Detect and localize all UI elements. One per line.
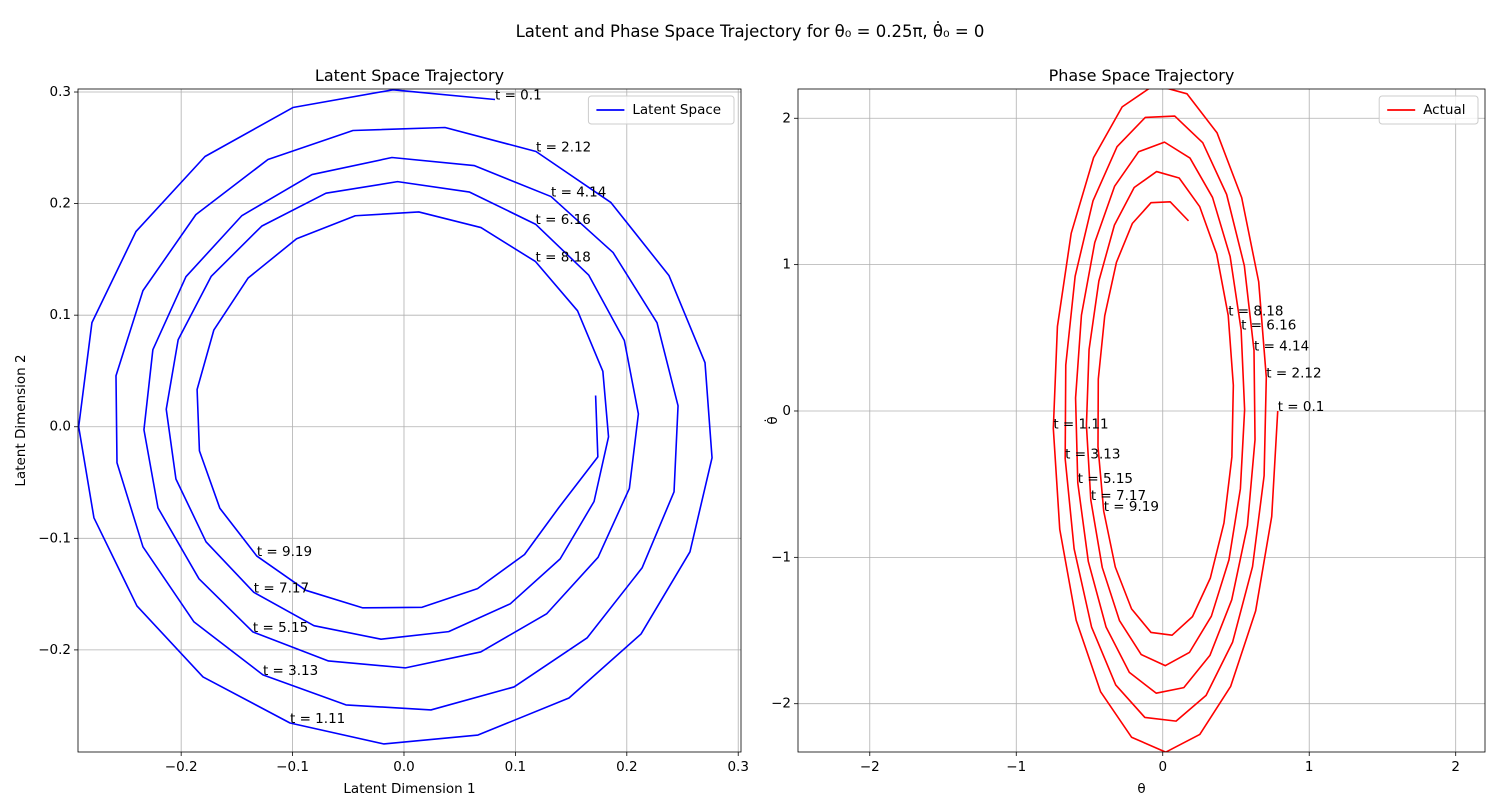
annotation: t = 1.11 xyxy=(290,711,345,727)
figure-title: Latent and Phase Space Trajectory for θ₀… xyxy=(516,22,985,41)
legend: Actual xyxy=(1378,95,1479,125)
annotation: t = 7.17 xyxy=(254,580,309,596)
x-tick-label: 0.2 xyxy=(616,759,637,775)
x-tick-label: 0.0 xyxy=(393,759,414,775)
legend: Latent Space xyxy=(587,95,735,125)
annotation: t = 6.16 xyxy=(536,212,591,228)
x-tick-label: −0.2 xyxy=(165,759,198,775)
annotation: t = 4.14 xyxy=(551,185,606,201)
annotation: t = 3.13 xyxy=(263,663,318,679)
annotation: t = 9.19 xyxy=(1104,499,1159,515)
series-line xyxy=(1052,89,1279,752)
x-tick-label: −0.1 xyxy=(276,759,309,775)
annotation: t = 9.19 xyxy=(257,544,312,560)
annotation: t = 8.18 xyxy=(1228,303,1283,319)
y-tick-label: −0.1 xyxy=(38,530,71,546)
x-tick-label: 0.3 xyxy=(727,759,748,775)
annotation: t = 0.1 xyxy=(495,87,542,103)
y-axis-label: Latent Dimension 2 xyxy=(13,354,29,486)
y-axis-label: θ̇ xyxy=(764,416,781,424)
legend-label: Actual xyxy=(1423,102,1465,118)
annotation: t = 5.15 xyxy=(1078,471,1133,487)
x-axis-label: θ xyxy=(1137,781,1145,797)
axes-title: Latent Space Trajectory xyxy=(315,66,504,85)
y-tick-label: 2 xyxy=(782,110,791,126)
series-line xyxy=(78,89,713,745)
y-tick-label: 0.2 xyxy=(50,196,71,212)
x-tick-label: 2 xyxy=(1451,759,1460,775)
x-axis-label: Latent Dimension 1 xyxy=(343,781,475,797)
y-tick-label: 0.3 xyxy=(50,84,71,100)
x-tick-label: 0.1 xyxy=(505,759,526,775)
y-tick-label: 0.1 xyxy=(50,307,71,323)
annotation: t = 0.1 xyxy=(1278,399,1325,415)
annotation: t = 8.18 xyxy=(536,250,591,266)
annotation: t = 6.16 xyxy=(1241,318,1296,334)
y-tick-label: 0 xyxy=(782,403,791,419)
y-tick-label: 1 xyxy=(782,257,791,273)
x-tick-label: −2 xyxy=(860,759,880,775)
axes-frame xyxy=(797,88,1486,753)
legend-box xyxy=(1378,95,1479,125)
legend-label: Latent Space xyxy=(632,102,721,118)
axes-frame xyxy=(77,88,742,753)
x-tick-label: 0 xyxy=(1158,759,1167,775)
y-tick-label: 0.0 xyxy=(50,419,71,435)
y-tick-label: −2 xyxy=(771,696,791,712)
y-tick-label: −0.2 xyxy=(38,642,71,658)
y-tick-label: −1 xyxy=(771,549,791,565)
annotation: t = 7.17 xyxy=(1091,488,1146,504)
x-tick-label: 1 xyxy=(1305,759,1314,775)
annotation: t = 3.13 xyxy=(1065,447,1120,463)
legend-box xyxy=(587,95,735,125)
annotation: t = 4.14 xyxy=(1254,338,1309,354)
x-tick-label: −1 xyxy=(1006,759,1026,775)
annotation: t = 5.15 xyxy=(253,620,308,636)
annotation: t = 1.11 xyxy=(1053,416,1108,432)
annotation: t = 2.12 xyxy=(536,139,591,155)
annotation: t = 2.12 xyxy=(1266,365,1321,381)
axes-title: Phase Space Trajectory xyxy=(1049,66,1235,85)
